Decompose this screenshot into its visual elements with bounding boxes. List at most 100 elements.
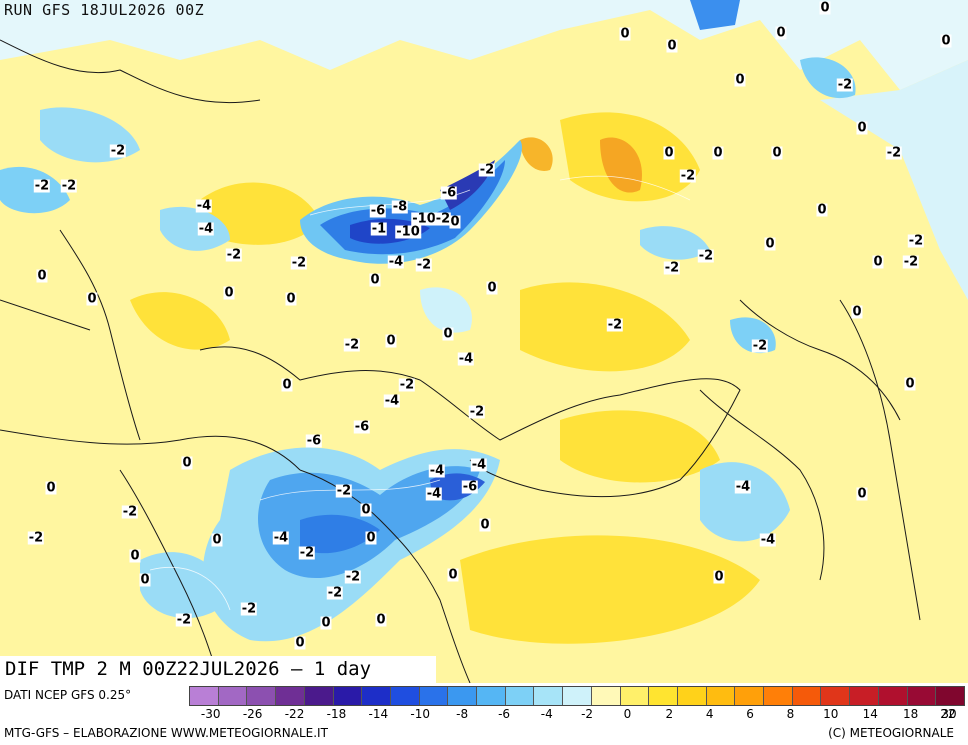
contour-value-label: -2 [398,377,416,393]
colorbar-tick-label: -14 [368,707,389,721]
contour-value-label: -6 [461,479,479,495]
contour-value-label: 0 [666,38,678,54]
contour-value-label: 0 [904,376,916,392]
contour-value-label: 0 [619,26,631,42]
colorbar-swatch [677,687,707,705]
colorbar-swatch [304,687,334,705]
map-shading [0,0,968,683]
contour-value-label: -2 [415,257,433,273]
contour-value-label: -2 [290,255,308,271]
contour-value-label: -1 [370,221,388,237]
colorbar-swatch [591,687,621,705]
contour-value-label: -4 [383,393,401,409]
colorbar-swatch [620,687,650,705]
colorbar-tick-label: -10 [410,707,431,721]
colorbar-tick-label: 18 [903,707,919,721]
colorbar [189,686,965,706]
contour-value-label: -2 [225,247,243,263]
contour-value-label: -2 [885,145,903,161]
contour-value-label: 0 [713,569,725,585]
colorbar-swatch [649,687,678,705]
contour-value-label: 0 [486,280,498,296]
colorbar-swatch [390,687,420,705]
contour-value-label: -2 [606,317,624,333]
contour-value-label: -4 [387,254,405,270]
credit-text: MTG-GFS – ELABORAZIONE WWW.METEOGIORNALE… [4,726,328,740]
contour-value-label: -2 [298,545,316,561]
contour-value-label: -4 [457,351,475,367]
contour-value-label: -10 [395,224,421,240]
contour-value-label: 0 [369,272,381,288]
colorbar-swatch [936,687,964,705]
contour-value-label: -10 [411,211,437,227]
contour-value-label: 0 [712,145,724,161]
contour-value-label: 0 [764,236,776,252]
contour-value-label: 0 [856,120,868,136]
colorbar-swatch [735,687,765,705]
contour-value-label: 0 [819,0,831,16]
colorbar-tick-label: 10 [823,707,839,721]
contour-value-label: -2 [240,601,258,617]
contour-value-label: -2 [326,585,344,601]
colorbar-swatch [563,687,592,705]
colorbar-ticks: -30 -26 -22 -18 -14 -10 -8 -6 -4 -2 0 2 4 6 8 10 14 18 22 3… [189,707,965,723]
contour-value-label: 0 [479,517,491,533]
contour-value-label: -4 [734,479,752,495]
contour-value-label: 0 [385,333,397,349]
colorbar-swatch [448,687,478,705]
contour-value-label: 0 [360,502,372,518]
colorbar-tick-label: -6 [498,707,511,721]
colorbar-tick-label: 22 [940,707,956,721]
colorbar-tick-label: -30 [200,707,221,721]
colorbar-tick-label: -2 [581,707,594,721]
colorbar-tick-label: -26 [242,707,263,721]
contour-value-label: -2 [344,569,362,585]
colorbar-swatch [419,687,449,705]
contour-value-label: -2 [343,337,361,353]
contour-value-label: -4 [470,457,488,473]
colorbar-tick-label: -22 [284,707,305,721]
contour-value-label: 0 [375,612,387,628]
contour-value-label: 0 [211,532,223,548]
colorbar-swatch [534,687,564,705]
contour-value-label: 0 [139,572,151,588]
contour-value-label: 0 [816,202,828,218]
contour-value-label: 0 [734,72,746,88]
colorbar-tick-label: 2 [665,707,674,721]
contour-value-label: -2 [434,211,452,227]
colorbar-tick-label: -18 [326,707,347,721]
contour-value-label: -2 [468,404,486,420]
colorbar-swatch [333,687,363,705]
copyright-text: (C) METEOGIORNALE [828,726,954,740]
contour-value-label: -4 [425,486,443,502]
contour-value-label: 0 [281,377,293,393]
contour-value-label: -8 [391,199,409,215]
contour-value-label: -2 [836,77,854,93]
contour-value-label: 0 [86,291,98,307]
contour-value-label: -6 [369,203,387,219]
contour-value-label: 0 [447,567,459,583]
contour-value-label: -6 [440,185,458,201]
temperature-anomaly-map: RUN GFS 18JUL2026 00Z 0 0 0 0 0 -2 -2 -2 -2 -4 -2-… [0,0,968,683]
contour-value-label: 0 [129,548,141,564]
contour-value-label: -2 [33,178,51,194]
contour-value-label: 0 [442,326,454,342]
contour-value-label: 0 [320,615,332,631]
contour-value-label: -2 [751,338,769,354]
colorbar-swatch [477,687,506,705]
contour-value-label: -6 [353,419,371,435]
colorbar-swatch [276,687,305,705]
contour-value-label: -4 [197,221,215,237]
contour-value-label: -2 [60,178,78,194]
contour-value-label: 0 [940,33,952,49]
contour-value-label: 0 [294,635,306,651]
colorbar-tick-label: -4 [540,707,553,721]
colorbar-tick-label: 30 [941,707,957,721]
contour-value-label: 0 [45,480,57,496]
colorbar-tick-label: 8 [786,707,795,721]
colorbar-swatch [505,687,535,705]
contour-value-label: -2 [121,504,139,520]
contour-value-label: -2 [663,260,681,276]
contour-value-label: 0 [872,254,884,270]
colorbar-tick-label: 14 [862,707,878,721]
